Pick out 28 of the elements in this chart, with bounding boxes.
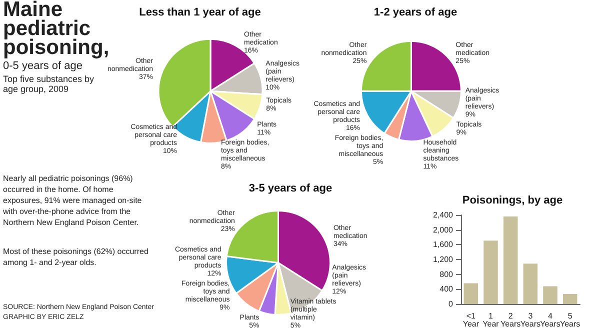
bar — [464, 283, 478, 304]
chart-title: 1-2 years of age — [374, 6, 458, 18]
y-tick-label: 2,000 — [432, 225, 454, 234]
bar — [503, 216, 518, 304]
text: Nearly all pediatric poisonings (96%) occurred in the home. Of home exposures, 91% were managed on-site with over-the-phone advice from the Northern New England Poison Center. — [3, 173, 143, 228]
x-tick-label: 1 Year — [482, 312, 500, 328]
x-tick-label: <1 Year — [462, 312, 480, 328]
y-tick-label: 800 — [440, 270, 454, 279]
text: 0-5 years of age — [3, 60, 82, 72]
y-tick-label: 400 — [440, 284, 454, 294]
chart-title: Less than 1 year of age — [139, 6, 261, 18]
y-tick-label: 2,400 — [432, 210, 454, 220]
text: Most of these poisonings (62%) occurred among 1- and 2-year olds. — [3, 246, 150, 268]
text: Top five substances by age group, 2009 — [3, 74, 96, 94]
text: Maine pediatric poisoning, — [3, 0, 110, 59]
bar — [562, 294, 578, 304]
y-tick-label: 0 — [448, 300, 454, 308]
bar — [484, 240, 498, 304]
chart-title: Poisonings, by age — [462, 194, 563, 206]
x-tick-label: 2 Years — [500, 312, 521, 328]
x-tick-label: 5 Years — [560, 312, 580, 328]
x-tick-label: 4 Years — [540, 312, 560, 328]
bar — [543, 286, 558, 304]
y-tick-label: 1,200 — [432, 255, 454, 264]
bar — [523, 264, 538, 304]
chart-title: 3-5 years of age — [248, 182, 332, 194]
y-tick-label: 1,600 — [432, 240, 454, 250]
x-tick-label: 3 Years — [520, 312, 541, 328]
